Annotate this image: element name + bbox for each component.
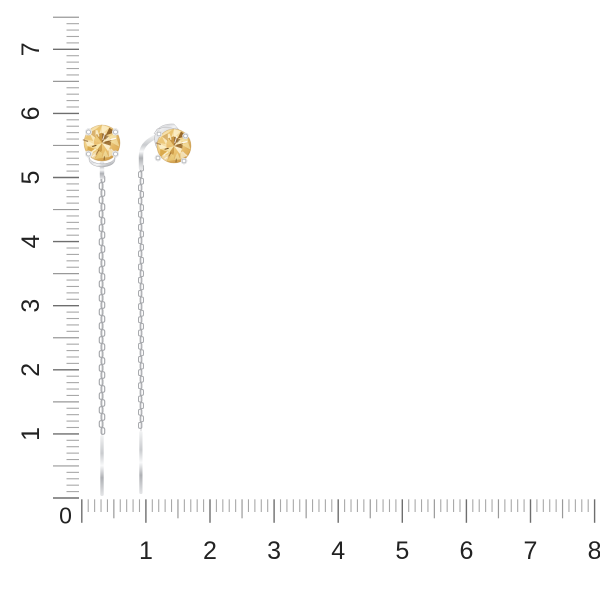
svg-text:2: 2	[203, 537, 217, 565]
svg-text:1: 1	[17, 427, 45, 441]
svg-text:7: 7	[524, 537, 538, 565]
svg-text:6: 6	[17, 106, 45, 120]
svg-text:4: 4	[331, 537, 345, 565]
svg-text:4: 4	[17, 235, 45, 249]
svg-text:8: 8	[588, 537, 600, 565]
svg-text:1: 1	[139, 537, 153, 565]
svg-text:3: 3	[267, 537, 281, 565]
svg-text:5: 5	[395, 537, 409, 565]
svg-text:0: 0	[59, 503, 72, 529]
svg-text:5: 5	[17, 171, 45, 185]
svg-text:6: 6	[459, 537, 473, 565]
svg-text:2: 2	[17, 363, 45, 377]
svg-text:7: 7	[17, 42, 45, 56]
svg-text:3: 3	[17, 299, 45, 313]
